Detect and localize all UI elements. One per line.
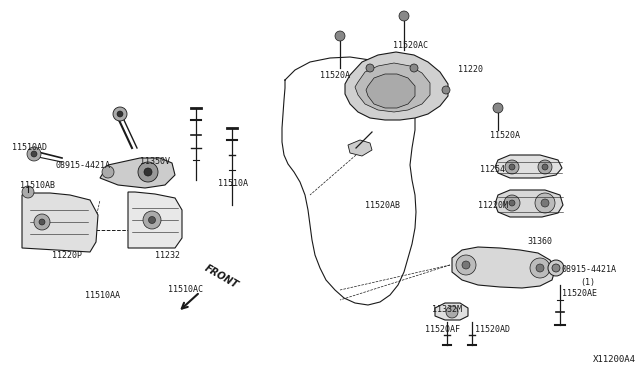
Circle shape	[509, 200, 515, 206]
Circle shape	[530, 258, 550, 278]
Circle shape	[22, 186, 34, 198]
Circle shape	[113, 107, 127, 121]
Text: 11510AB: 11510AB	[20, 182, 55, 190]
Text: 11520AE: 11520AE	[562, 289, 597, 298]
Polygon shape	[345, 52, 448, 120]
Text: 11520A: 11520A	[490, 131, 520, 140]
Circle shape	[31, 151, 37, 157]
Text: FRONT: FRONT	[203, 263, 240, 290]
Polygon shape	[22, 193, 98, 252]
Polygon shape	[495, 155, 562, 178]
Circle shape	[144, 168, 152, 176]
Text: 31360: 31360	[527, 237, 552, 247]
Polygon shape	[452, 247, 555, 288]
Circle shape	[143, 211, 161, 229]
Polygon shape	[435, 303, 468, 320]
Text: 11510AC: 11510AC	[168, 285, 203, 295]
Circle shape	[366, 64, 374, 72]
Circle shape	[335, 31, 345, 41]
Circle shape	[536, 264, 544, 272]
Text: 08915-4421A: 08915-4421A	[55, 160, 110, 170]
Circle shape	[138, 162, 158, 182]
Polygon shape	[128, 192, 182, 248]
Polygon shape	[495, 190, 563, 217]
Circle shape	[442, 86, 450, 94]
Text: 11232: 11232	[155, 251, 180, 260]
Text: 11510A: 11510A	[218, 179, 248, 187]
Polygon shape	[355, 63, 430, 112]
Circle shape	[505, 160, 519, 174]
Circle shape	[535, 193, 555, 213]
Text: 11520AF: 11520AF	[425, 326, 460, 334]
Circle shape	[548, 260, 564, 276]
Circle shape	[542, 164, 548, 170]
Circle shape	[399, 11, 409, 21]
Circle shape	[39, 219, 45, 225]
Circle shape	[102, 166, 114, 178]
Text: 11254: 11254	[480, 166, 505, 174]
Text: 11220M: 11220M	[478, 201, 508, 209]
Circle shape	[462, 261, 470, 269]
Text: 11350V: 11350V	[140, 157, 170, 167]
Text: 11332M: 11332M	[432, 305, 462, 314]
Circle shape	[34, 214, 50, 230]
Text: 11220P: 11220P	[52, 251, 82, 260]
Circle shape	[504, 195, 520, 211]
Circle shape	[493, 103, 503, 113]
Polygon shape	[100, 158, 175, 188]
Text: 11220: 11220	[458, 65, 483, 74]
Circle shape	[446, 306, 458, 318]
Circle shape	[148, 217, 156, 224]
Circle shape	[541, 199, 549, 207]
Circle shape	[27, 147, 41, 161]
Text: (1): (1)	[580, 278, 595, 286]
Text: X11200A4: X11200A4	[593, 355, 636, 364]
Circle shape	[538, 160, 552, 174]
Polygon shape	[366, 74, 415, 108]
Text: 11520A: 11520A	[320, 71, 350, 80]
Polygon shape	[348, 140, 372, 156]
Circle shape	[410, 64, 418, 72]
Text: 11520AD: 11520AD	[475, 326, 510, 334]
Text: 11520AC: 11520AC	[393, 41, 428, 49]
Circle shape	[456, 255, 476, 275]
Text: 11520AB: 11520AB	[365, 201, 400, 209]
Text: 11510AD: 11510AD	[12, 144, 47, 153]
Text: 11510AA: 11510AA	[85, 291, 120, 299]
Circle shape	[509, 164, 515, 170]
Circle shape	[117, 111, 123, 117]
Circle shape	[552, 264, 560, 272]
Text: 08915-4421A: 08915-4421A	[561, 266, 616, 275]
